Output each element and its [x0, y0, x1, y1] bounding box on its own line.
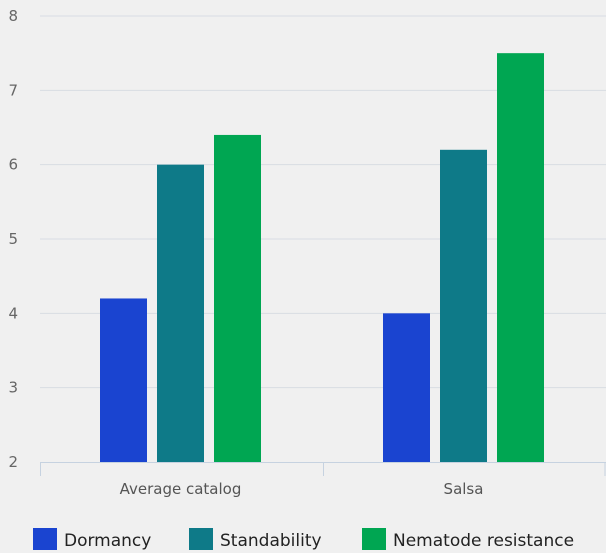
bar-dormancy-0[interactable]: [100, 298, 147, 462]
legend-swatch: [189, 528, 213, 550]
y-tick-label: 4: [8, 304, 18, 322]
legend-swatch: [33, 528, 57, 550]
legend-label: Dormancy: [64, 531, 151, 551]
legend-label: Standability: [220, 531, 322, 551]
x-category-label: Salsa: [444, 480, 484, 498]
legend-label: Nematode resistance: [393, 531, 574, 551]
y-tick-label: 3: [8, 379, 18, 397]
y-tick-label: 5: [8, 230, 18, 248]
bar-nematode-resistance-1[interactable]: [497, 53, 544, 463]
legend-item-dormancy[interactable]: Dormancy: [33, 528, 151, 551]
bar-standability-0[interactable]: [157, 164, 204, 462]
y-tick-label: 2: [8, 453, 18, 471]
bars: [100, 53, 544, 463]
legend-item-standability[interactable]: Standability: [189, 528, 322, 551]
legend-swatch: [362, 528, 386, 550]
bar-dormancy-1[interactable]: [383, 313, 430, 462]
legend[interactable]: Dormancy Standability Nematode resistance: [33, 528, 574, 551]
y-tick-label: 6: [8, 156, 18, 174]
bar-standability-1[interactable]: [440, 149, 487, 463]
x-axis: Average catalog Salsa: [40, 462, 606, 498]
legend-item-nematode-resistance[interactable]: Nematode resistance: [362, 528, 574, 551]
bar-nematode-resistance-0[interactable]: [214, 134, 261, 462]
x-category-label: Average catalog: [120, 480, 242, 498]
y-axis-ticks: 2 3 4 5 6 7 8: [8, 7, 18, 471]
y-tick-label: 8: [8, 7, 18, 25]
y-tick-label: 7: [8, 81, 18, 99]
